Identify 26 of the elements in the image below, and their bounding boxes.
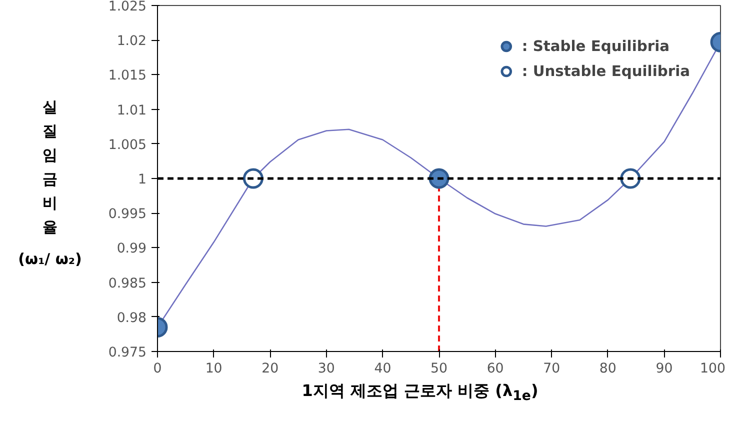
x-tick-label: 30 [318, 362, 335, 376]
x-tick-label: 100 [700, 362, 726, 376]
y-tick-label: 0.975 [108, 346, 146, 360]
y-tick-label: 0.985 [108, 276, 146, 292]
x-tick-label: 50 [430, 362, 448, 376]
x-tick-label: 70 [543, 362, 560, 376]
y-tick-label: 1 [138, 172, 147, 188]
y-tick-label: 1.015 [108, 68, 146, 84]
y-tick-label: 1.01 [116, 103, 147, 118]
legend-label: : Unstable Equilibria [522, 62, 690, 80]
y-tick-label: 1.025 [108, 0, 146, 14]
y-tick-label: 0.98 [116, 310, 147, 326]
x-tick-label: 10 [205, 362, 222, 376]
y-tick-label: 1.02 [116, 34, 147, 50]
x-tick-label: 60 [486, 362, 504, 376]
x-tick-label: 0 [153, 362, 162, 376]
legend-label: : Stable Equilibria [522, 38, 670, 54]
x-tick-label: 40 [374, 362, 392, 376]
y-tick-label: 0.99 [116, 242, 147, 257]
y-tick-label: 1.005 [108, 138, 146, 153]
y-tick-label: 0.995 [108, 207, 146, 222]
x-axis-title: 1지역 제조업 근로자 비중 (λ$_{1e}$) [300, 380, 540, 406]
x-tick-label: 90 [656, 362, 673, 376]
y-axis-title: 실질임금 비율 (ω₁/ ω₂) [17, 97, 83, 270]
x-tick-label: 80 [599, 362, 616, 376]
x-tick-label: 20 [262, 362, 279, 376]
